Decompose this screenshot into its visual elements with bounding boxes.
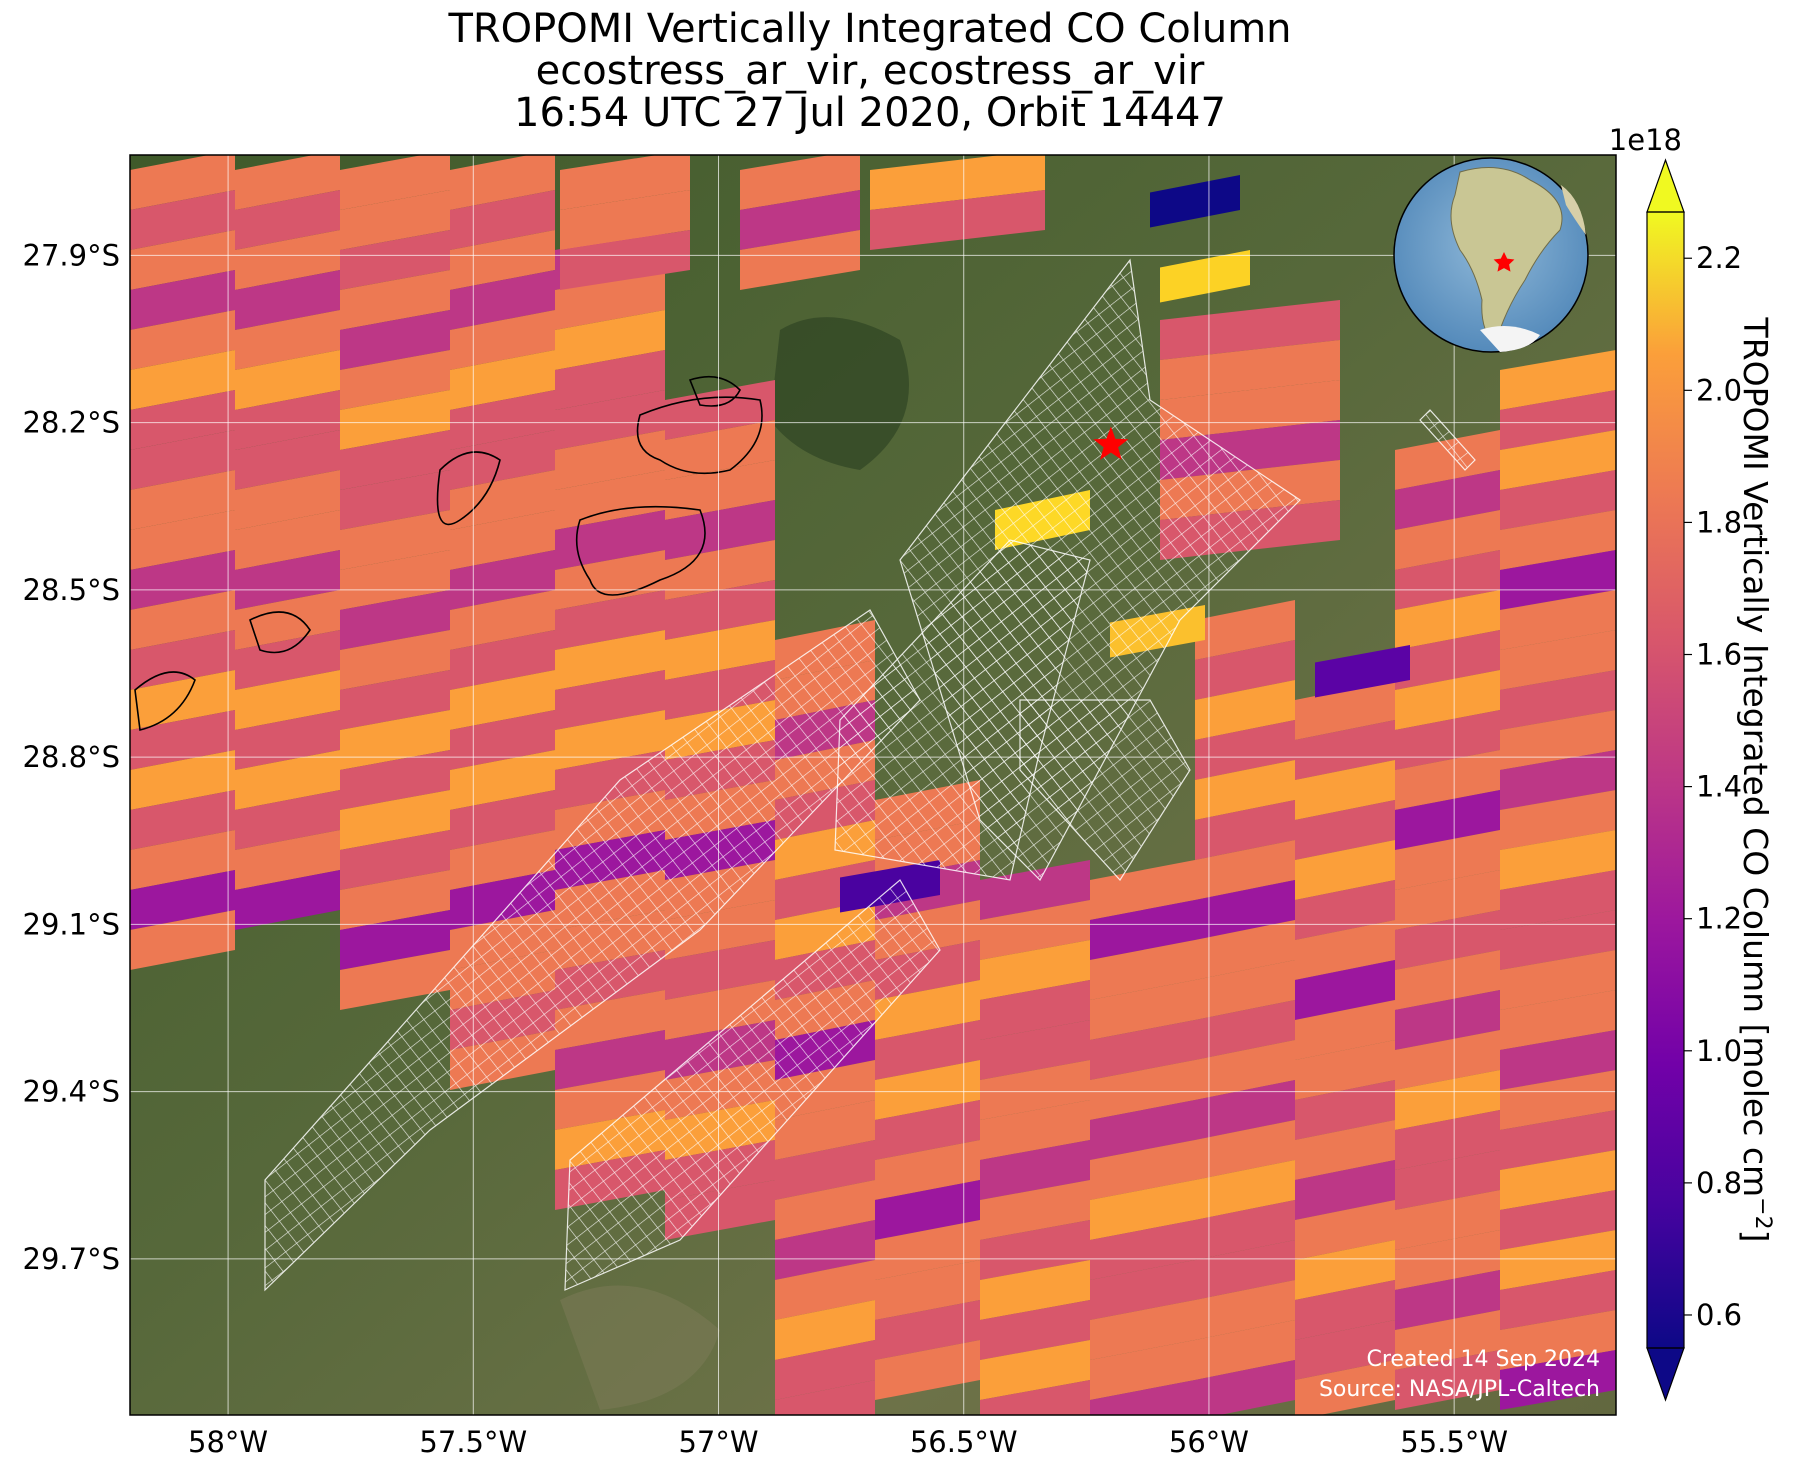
south-america-shape — [1450, 167, 1563, 346]
latitude-axis: 27.9°S 28.2°S 28.5°S 28.8°S 29.1°S 29.4°S 29.7… — [23, 238, 120, 1276]
colorbar-tick-label: 0.6 — [1696, 1298, 1742, 1332]
river-valley — [560, 1285, 720, 1410]
lon-tick-label: 56.5°W — [910, 1425, 1018, 1459]
ecostress-footprints-layer — [264, 258, 1476, 1292]
graticule — [130, 155, 1616, 1415]
colorbar-tick-label: 1.6 — [1696, 638, 1742, 672]
wetland-area — [770, 317, 909, 470]
colorbar-tick-label: 1.0 — [1696, 1034, 1742, 1068]
colorbar-tick-label: 2.2 — [1696, 241, 1742, 275]
longitude-axis: 58°W 57.5°W 57°W 56.5°W 56°W 55.5°W — [188, 1425, 1508, 1459]
inset-location-marker — [1493, 252, 1515, 272]
colorbar-tick-label: 1.2 — [1696, 902, 1742, 936]
antarctica-shape — [1480, 326, 1540, 352]
lon-tick-label: 57.5°W — [419, 1425, 527, 1459]
africa-edge-shape — [1561, 185, 1586, 235]
lat-tick-label: 29.1°S — [23, 907, 120, 941]
lat-tick-label: 28.8°S — [23, 740, 120, 774]
title-line-1: TROPOMI Vertically Integrated CO Column — [448, 6, 1292, 52]
colorbar-label: TROPOMI Vertically Integrated CO Column … — [1736, 317, 1775, 1243]
title-line-2: ecostress_ar_vir, ecostress_ar_vir — [535, 48, 1205, 94]
site-star-marker — [1093, 426, 1129, 460]
colorbar-tick-label: 1.8 — [1696, 505, 1742, 539]
colorbar-gradient — [1647, 212, 1684, 1348]
lon-tick-label: 57°W — [678, 1425, 758, 1459]
colorbar-tick-label: 2.0 — [1696, 373, 1742, 407]
colorbar-tick-label: 1.4 — [1696, 770, 1742, 804]
colorbar-offset-label: 1e18 — [1609, 123, 1682, 157]
colorbar-tick-label: 0.8 — [1696, 1166, 1742, 1200]
lat-tick-label: 28.5°S — [23, 573, 120, 607]
lon-tick-label: 55.5°W — [1400, 1425, 1508, 1459]
credit-created: Created 14 Sep 2024 — [1367, 1347, 1601, 1372]
lat-tick-label: 27.9°S — [23, 238, 120, 272]
lon-tick-label: 56°W — [1169, 1425, 1249, 1459]
inset-globe — [1393, 157, 1589, 353]
lat-tick-label: 29.7°S — [23, 1242, 120, 1276]
lake-outlines — [134, 375, 763, 731]
lon-tick-label: 58°W — [188, 1425, 268, 1459]
colorbar: 0.6 0.8 1.0 1.2 1.4 1.6 1.8 2.0 2.2 1e18 TROPOMI… — [1609, 123, 1775, 1402]
colorbar-extend-min — [1646, 1347, 1685, 1402]
lat-tick-label: 29.4°S — [23, 1075, 120, 1109]
map-frame — [129, 154, 1617, 1416]
colorbar-ticks: 0.6 0.8 1.0 1.2 1.4 1.6 1.8 2.0 2.2 — [1684, 241, 1742, 1332]
colorbar-extend-max — [1646, 158, 1685, 213]
title-line-3: 16:54 UTC 27 Jul 2020, Orbit 14447 — [514, 90, 1226, 136]
lat-tick-label: 28.2°S — [23, 406, 120, 440]
credit-source: Source: NASA/JPL-Caltech — [1319, 1377, 1600, 1402]
